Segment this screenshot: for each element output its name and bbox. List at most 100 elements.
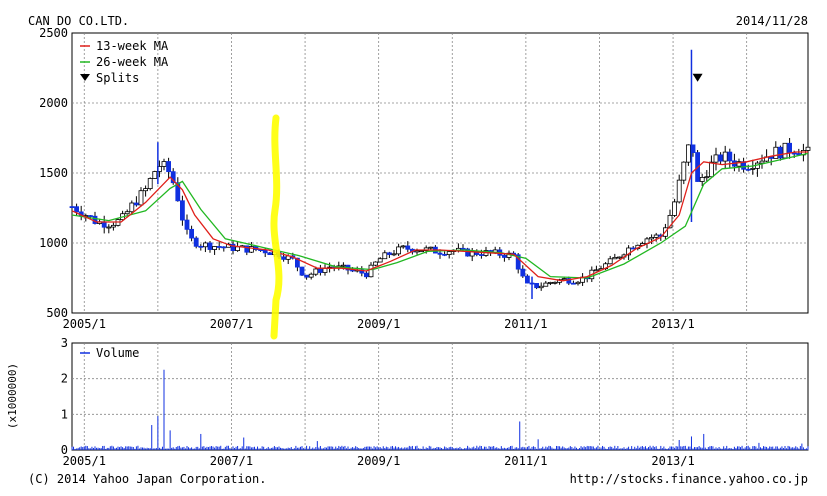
price-legend: 13-week MA 26-week MA Splits bbox=[80, 39, 169, 85]
candle-body bbox=[382, 252, 388, 260]
legend-splits-label: Splits bbox=[96, 71, 139, 85]
volume-x-tick-label: 2013/1 bbox=[651, 454, 694, 468]
candle-body bbox=[267, 252, 273, 256]
volume-y-tick-label: 2 bbox=[61, 372, 68, 386]
candle-body bbox=[322, 267, 328, 273]
candle-body bbox=[230, 243, 236, 251]
candle-body bbox=[704, 176, 710, 179]
candle-body bbox=[299, 266, 305, 276]
candle-body bbox=[787, 142, 792, 154]
candle-body bbox=[543, 282, 549, 287]
candle-body bbox=[202, 242, 208, 248]
candle-body bbox=[736, 161, 742, 167]
candle-body bbox=[133, 202, 139, 206]
company-name: CAN DO CO.LTD. bbox=[28, 14, 129, 28]
legend-ma26-label: 26-week MA bbox=[96, 55, 169, 69]
candle-body bbox=[672, 201, 677, 216]
split-marker-triangle bbox=[692, 73, 703, 82]
candle-body bbox=[106, 226, 112, 229]
split-markers bbox=[692, 73, 703, 82]
candle-body bbox=[143, 188, 149, 192]
price-y-tick-label: 2500 bbox=[39, 26, 68, 40]
candle-body bbox=[166, 161, 172, 173]
volume-bars bbox=[71, 369, 809, 450]
volume-x-tick-label: 2009/1 bbox=[357, 454, 400, 468]
candle-body bbox=[750, 167, 756, 170]
candle-body bbox=[377, 258, 383, 263]
candle-body bbox=[653, 234, 659, 238]
candle-body bbox=[391, 253, 397, 256]
candle-body bbox=[686, 144, 691, 163]
candle-body bbox=[170, 171, 176, 184]
volume-grid bbox=[72, 343, 808, 450]
candle-body bbox=[193, 237, 199, 247]
candle-body bbox=[207, 242, 213, 250]
candle-body bbox=[88, 215, 93, 217]
candle-body bbox=[520, 268, 526, 277]
candle-body bbox=[373, 261, 379, 266]
candle-body bbox=[235, 246, 241, 251]
candle-body bbox=[515, 254, 521, 270]
candle-body bbox=[727, 151, 733, 162]
price-y-axis: 500 1000 1500 2000 2500 bbox=[39, 26, 68, 320]
candle-body bbox=[791, 152, 797, 155]
candle-body bbox=[74, 206, 79, 213]
candle-body bbox=[676, 179, 682, 203]
candle-body bbox=[294, 257, 300, 268]
price-x-tick-label: 2009/1 bbox=[357, 317, 400, 331]
volume-y-tick-label: 1 bbox=[61, 407, 68, 421]
candle-body bbox=[179, 200, 185, 221]
candle-body bbox=[363, 272, 369, 278]
candle-body bbox=[147, 178, 153, 190]
candle-body bbox=[216, 246, 222, 248]
candle-body bbox=[805, 146, 811, 151]
candle-body bbox=[129, 202, 135, 213]
legend-splits-triangle-icon bbox=[80, 74, 90, 81]
candle-body bbox=[414, 250, 420, 253]
candle-body bbox=[313, 268, 319, 275]
candle-body bbox=[419, 250, 425, 253]
candle-body bbox=[778, 146, 783, 159]
candle-body bbox=[428, 246, 434, 249]
candle-body bbox=[699, 177, 705, 182]
price-x-axis: 2005/1 2007/1 2009/1 2011/1 2013/1 bbox=[63, 317, 695, 331]
candle-body bbox=[340, 264, 346, 267]
candle-body bbox=[718, 154, 723, 162]
candle-body bbox=[713, 154, 719, 163]
candle-body bbox=[745, 168, 751, 171]
price-y-tick-label: 1000 bbox=[39, 236, 68, 250]
volume-y-label: (x1000000) bbox=[6, 363, 19, 429]
candle-body bbox=[534, 283, 539, 289]
candle-body bbox=[304, 274, 310, 278]
volume-x-tick-label: 2011/1 bbox=[504, 454, 547, 468]
candle-body bbox=[773, 146, 779, 159]
candle-body bbox=[501, 254, 507, 258]
candle-body bbox=[437, 252, 443, 255]
candle-body bbox=[782, 142, 788, 159]
candle-body bbox=[649, 236, 654, 240]
price-x-tick-label: 2005/1 bbox=[63, 317, 106, 331]
candle-body bbox=[400, 245, 406, 248]
candle-body bbox=[124, 211, 130, 215]
volume-plot-frame bbox=[71, 342, 809, 451]
price-x-tick-label: 2011/1 bbox=[504, 317, 547, 331]
candle-body bbox=[667, 214, 673, 229]
candle-body bbox=[405, 245, 411, 250]
candle-body bbox=[460, 247, 466, 250]
yellow-highlight-mark bbox=[270, 114, 283, 340]
candle-body bbox=[386, 252, 392, 255]
volume-y-tick-label: 3 bbox=[61, 336, 68, 350]
candle-body bbox=[244, 245, 250, 253]
chart-date: 2014/11/28 bbox=[736, 14, 808, 28]
legend-ma13-label: 13-week MA bbox=[96, 39, 169, 53]
candle-body bbox=[189, 228, 195, 239]
candle-body bbox=[465, 248, 471, 257]
candle-body bbox=[630, 247, 636, 250]
candle-body bbox=[446, 251, 452, 256]
price-x-tick-label: 2007/1 bbox=[210, 317, 253, 331]
candle-body bbox=[248, 246, 254, 253]
candle-body bbox=[198, 245, 204, 248]
legend-volume-label: Volume bbox=[96, 346, 139, 360]
candle-body bbox=[138, 190, 144, 206]
